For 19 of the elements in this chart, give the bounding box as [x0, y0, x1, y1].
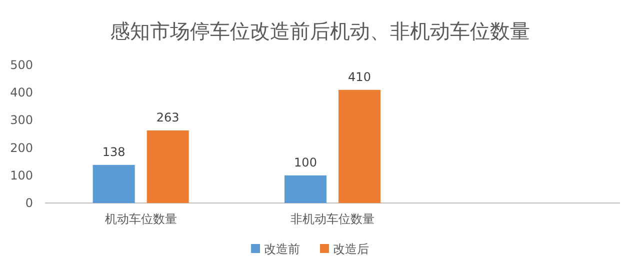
x-tick-label: 机动车位数量	[104, 212, 177, 226]
y-tick-label: 300	[10, 113, 33, 128]
data-label: 100	[294, 155, 317, 170]
bar	[92, 164, 135, 203]
y-tick-label: 500	[10, 58, 33, 72]
legend-label: 改造后	[333, 242, 369, 256]
chart-title: 感知市场停车位改造前后机动、非机动车位数量	[110, 19, 530, 43]
data-label: 410	[348, 70, 371, 84]
legend-label: 改造前	[264, 242, 300, 256]
bar	[146, 130, 189, 203]
bar	[284, 175, 326, 203]
y-tick-label: 0	[25, 196, 33, 210]
bar	[338, 90, 380, 203]
x-tick-label: 非机动车位数量	[290, 212, 374, 226]
data-label: 138	[102, 144, 126, 159]
data-label: 263	[156, 110, 180, 124]
y-tick-label: 200	[10, 140, 33, 155]
y-tick-label: 100	[10, 168, 33, 182]
y-tick-label: 400	[10, 86, 33, 100]
